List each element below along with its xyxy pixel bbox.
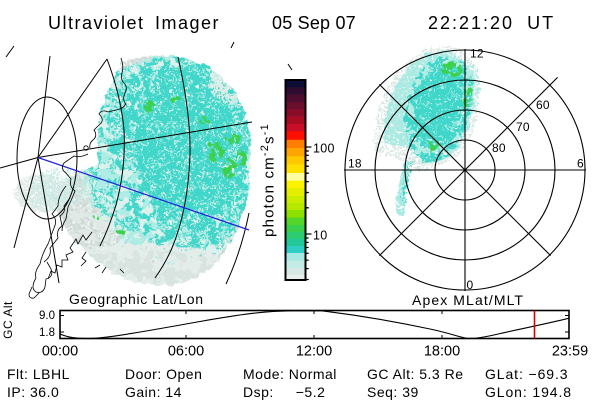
svg-text:100: 100	[313, 142, 335, 156]
svg-text:GC Alt: GC Alt	[1, 301, 15, 339]
svg-text:60: 60	[536, 98, 550, 112]
svg-text:GLon: 194.8: GLon: 194.8	[485, 384, 572, 400]
svg-text:18:00: 18:00	[424, 344, 460, 360]
svg-text:1.8: 1.8	[39, 327, 55, 339]
svg-text:Door: Open: Door: Open	[125, 366, 202, 382]
svg-text:80: 80	[492, 141, 506, 155]
svg-text:Dsp: −5.2: Dsp: −5.2	[243, 384, 325, 400]
svg-text:0: 0	[467, 278, 474, 292]
svg-text:GC Alt: 5.3 Re: GC Alt: 5.3 Re	[367, 366, 463, 382]
svg-text:Ultraviolet Imager: Ultraviolet Imager	[48, 13, 220, 33]
svg-text:10: 10	[313, 229, 328, 243]
svg-text:Apex MLat/MLT: Apex MLat/MLT	[412, 292, 524, 308]
svg-text:Flt: LBHL: Flt: LBHL	[7, 366, 70, 382]
svg-text:22:21:20 UT: 22:21:20 UT	[428, 13, 555, 33]
svg-text:6: 6	[577, 157, 584, 171]
svg-text:12:00: 12:00	[296, 344, 332, 360]
svg-text:GLat: −69.3: GLat: −69.3	[485, 366, 568, 382]
svg-text:12: 12	[470, 47, 484, 61]
svg-text:Geographic Lat/Lon: Geographic Lat/Lon	[69, 291, 204, 307]
svg-text:Gain: 14: Gain: 14	[125, 384, 182, 400]
svg-text:Seq: 39: Seq: 39	[367, 384, 419, 400]
svg-text:Mode: Normal: Mode: Normal	[243, 366, 337, 382]
svg-text:05 Sep 07: 05 Sep 07	[272, 13, 356, 33]
svg-text:photon cm-2s-1: photon cm-2s-1	[259, 123, 278, 237]
svg-text:70: 70	[516, 120, 530, 134]
svg-text:IP: 36.0: IP: 36.0	[7, 384, 59, 400]
svg-text:23:59: 23:59	[552, 344, 588, 360]
svg-text:06:00: 06:00	[168, 344, 204, 360]
svg-text:00:00: 00:00	[42, 344, 78, 360]
svg-text:18: 18	[348, 157, 362, 171]
svg-text:9.0: 9.0	[39, 310, 55, 322]
